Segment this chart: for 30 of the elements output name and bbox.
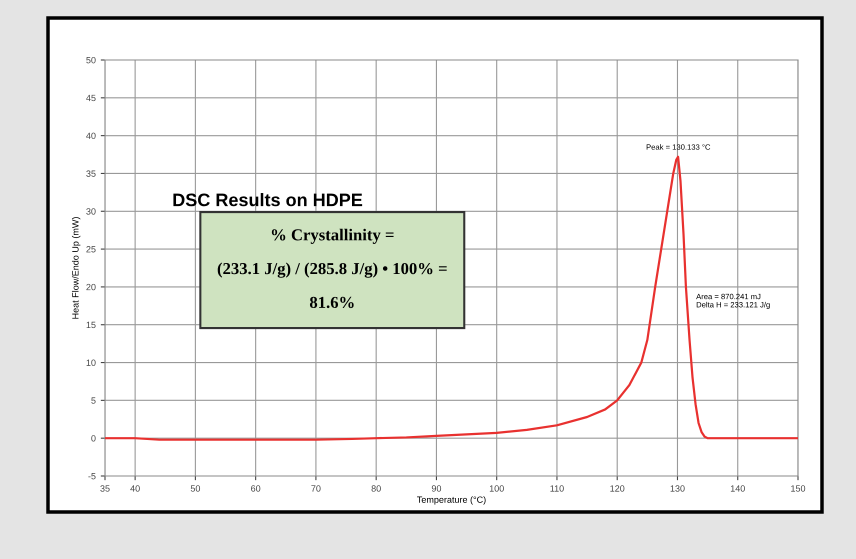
x-tick-label: 110 bbox=[550, 485, 564, 492]
x-tick-label: 120 bbox=[610, 485, 624, 492]
x-tick-label: 70 bbox=[311, 485, 321, 492]
annotation: % Crystallinity = (233.1 J/g) / (285.8 J/g) • 100% = 81.6% bbox=[218, 228, 447, 308]
x-tick-label: 100 bbox=[490, 485, 504, 492]
x-axis-title: Temperature (°C) bbox=[417, 496, 486, 505]
y-tick-label: 45 bbox=[86, 94, 96, 102]
y-tick-label: 0 bbox=[91, 435, 96, 442]
x-tick-label: 90 bbox=[432, 485, 442, 492]
x-tick-label: 140 bbox=[730, 485, 745, 492]
y-tick-label: -5 bbox=[88, 473, 96, 480]
y-tick-label: 10 bbox=[86, 360, 96, 366]
x-tick-label: 35 bbox=[100, 485, 110, 492]
y-axis-title: Heat Flow/Endo Up (mW) bbox=[72, 217, 80, 319]
y-tick-label: 50 bbox=[86, 56, 96, 64]
x-tick-label: 50 bbox=[190, 485, 200, 492]
y-tick-label: 35 bbox=[86, 170, 96, 177]
text: DSC Results on HDPE bbox=[173, 193, 362, 206]
y-tick-label: 30 bbox=[86, 208, 96, 215]
x-tick-label: 40 bbox=[130, 485, 140, 492]
line-series bbox=[105, 156, 798, 441]
y-tick-label: 15 bbox=[86, 322, 96, 328]
x-tick-label: 130 bbox=[670, 485, 685, 492]
x-tick-label: 150 bbox=[791, 485, 806, 492]
y-tick-label: 20 bbox=[86, 284, 96, 290]
x-tick-label: 80 bbox=[372, 485, 381, 492]
y-tick-label: 5 bbox=[91, 397, 96, 404]
y-tick-label: 40 bbox=[86, 132, 96, 139]
y-tick-label: 25 bbox=[86, 246, 96, 252]
x-tick-label: 60 bbox=[251, 485, 260, 492]
